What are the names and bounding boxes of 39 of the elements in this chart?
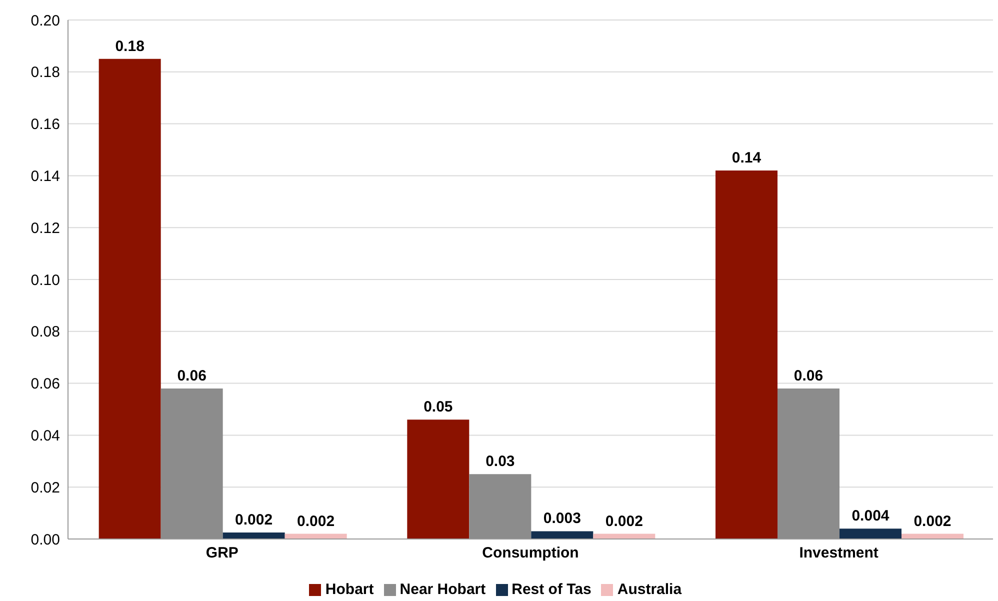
data-label: 0.003	[543, 510, 581, 528]
data-label: 0.002	[235, 512, 273, 529]
data-label: 0.06	[177, 367, 206, 384]
bar	[407, 420, 470, 539]
bar	[840, 528, 902, 539]
legend-label: Near Hobart	[400, 581, 486, 598]
y-tick-label: 0.06	[30, 376, 60, 393]
y-tick-label: 0.04	[30, 428, 60, 445]
data-label: 0.18	[115, 38, 144, 55]
data-label: 0.06	[794, 367, 824, 384]
data-label: 0.14	[732, 150, 762, 167]
y-tick-label: 0.08	[30, 324, 60, 341]
y-tick-label: 0.12	[30, 220, 60, 237]
data-label: 0.03	[486, 453, 515, 470]
legend-label: Rest of Tas	[512, 581, 592, 598]
bar	[716, 170, 778, 539]
x-tick-label: Consumption	[482, 544, 579, 562]
data-label: 0.05	[424, 398, 453, 416]
bar	[160, 388, 223, 539]
data-label: 0.002	[605, 512, 643, 530]
x-tick-label: Investment	[799, 544, 878, 562]
y-tick-label: 0.00	[30, 531, 60, 548]
y-tick-label: 0.14	[30, 168, 60, 186]
bar	[222, 532, 285, 539]
y-tick-label: 0.18	[30, 64, 60, 82]
y-tick-label: 0.10	[30, 272, 60, 289]
data-label: 0.002	[914, 512, 952, 530]
y-tick-label: 0.16	[30, 116, 60, 134]
bar	[531, 531, 594, 539]
bar	[469, 474, 532, 539]
data-label: 0.002	[297, 512, 335, 530]
x-tick-label: GRP	[206, 544, 238, 562]
legend-label: Australia	[617, 581, 682, 598]
bar	[98, 58, 161, 539]
y-tick-label: 0.20	[30, 12, 60, 30]
data-label: 0.004	[852, 508, 890, 525]
y-tick-label: 0.02	[30, 479, 60, 496]
legend-label: Hobart	[325, 581, 374, 598]
bar	[778, 388, 840, 539]
